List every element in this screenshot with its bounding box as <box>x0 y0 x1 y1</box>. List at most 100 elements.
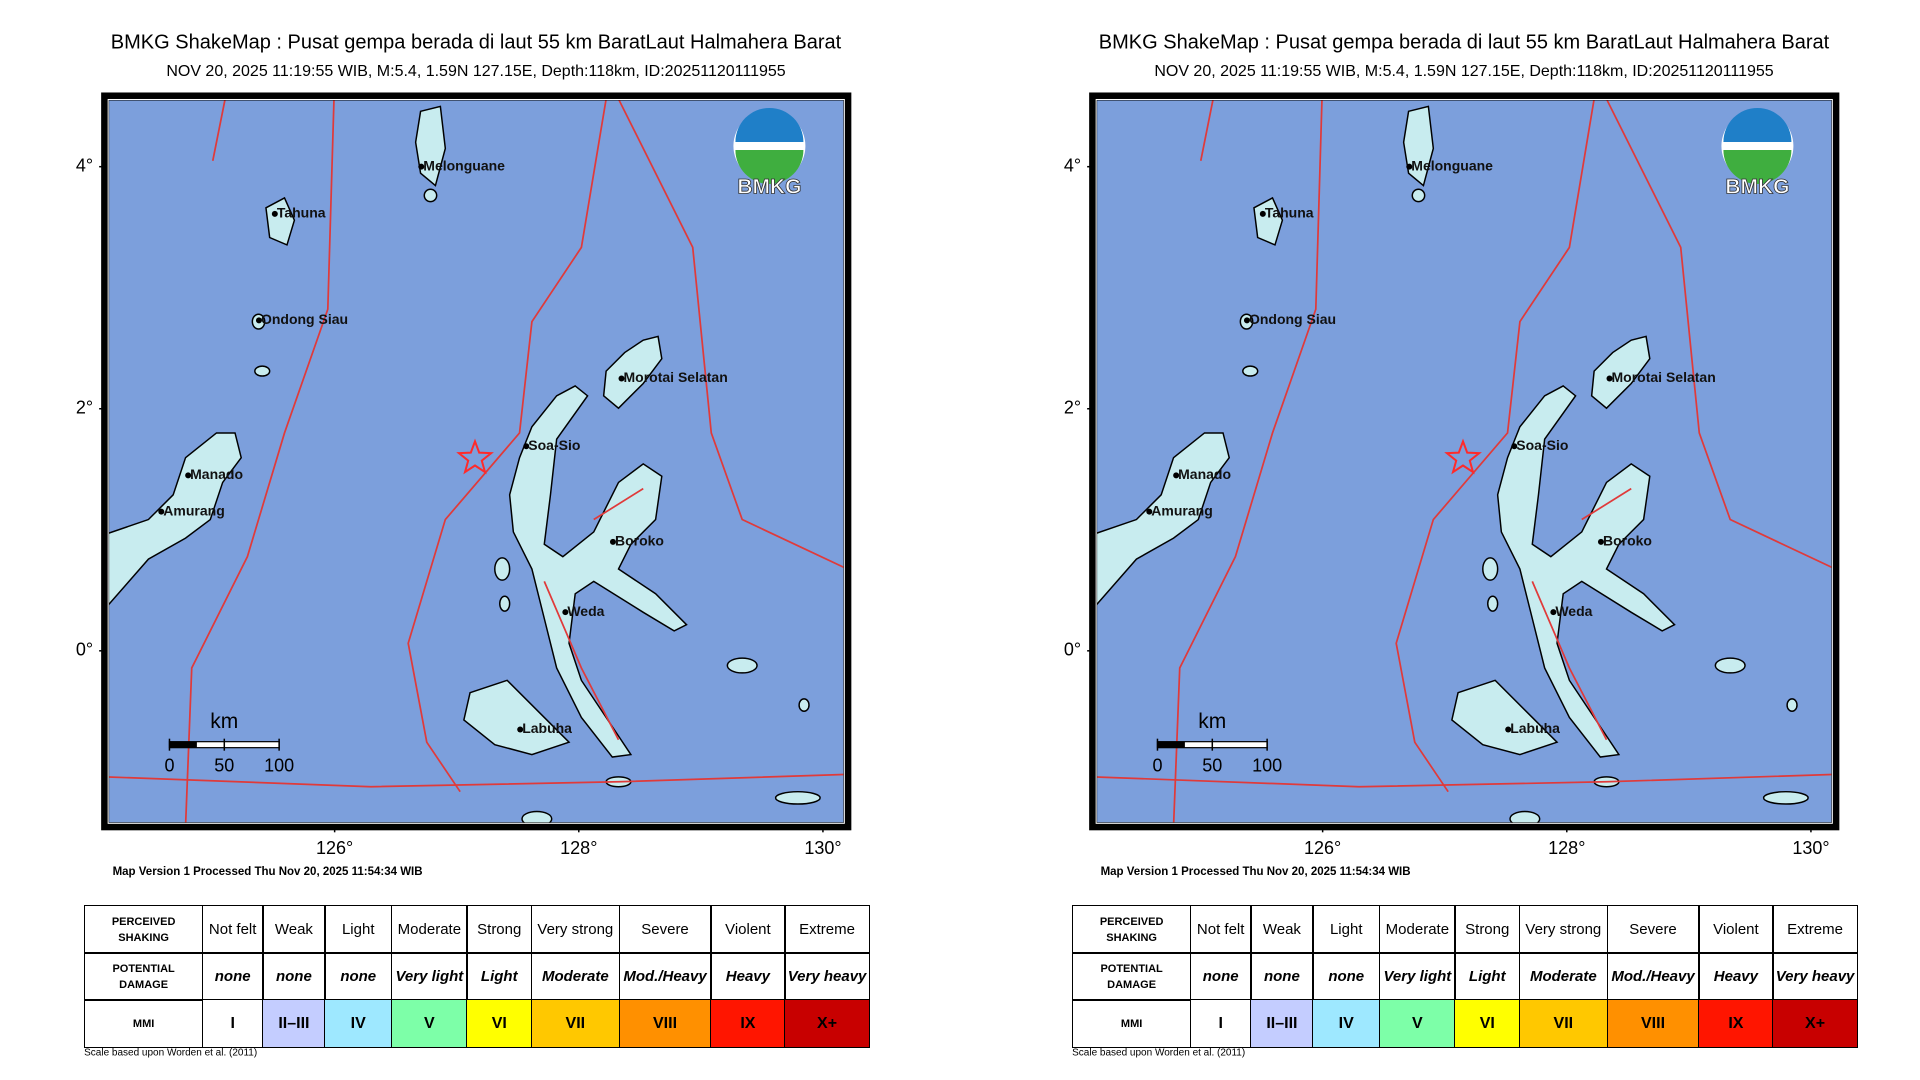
damage-cell: none <box>262 952 326 1001</box>
shaking-cell: Violent <box>710 905 786 954</box>
map-frame-inner <box>1095 98 1833 824</box>
place-label: Tahuna <box>1265 205 1314 221</box>
place-label: Melonguane <box>423 157 505 173</box>
shaking-cell: Strong <box>1454 905 1521 954</box>
scale-unit: km <box>1198 710 1226 733</box>
table-row-header: MMI <box>84 999 204 1048</box>
mmi-cell: VII <box>530 999 620 1048</box>
place-label: Amurang <box>1151 502 1212 518</box>
table-row-header: MMI <box>1072 999 1192 1048</box>
damage-cell: Mod./Heavy <box>618 952 712 1001</box>
x-tick-label: 130° <box>1792 838 1829 858</box>
damage-cell: Very heavy <box>784 952 870 1001</box>
mmi-cell: V <box>1378 999 1456 1048</box>
y-tick-label: 0° <box>76 640 93 660</box>
mmi-cell: IX <box>1698 999 1774 1048</box>
scale-bar-fill <box>169 741 197 748</box>
map-frame <box>1089 92 1840 831</box>
place-label: Morotai Selatan <box>624 369 728 385</box>
damage-cell: Light <box>1454 952 1521 1001</box>
map-subtitle: NOV 20, 2025 11:19:55 WIB, M:5.4, 1.59N … <box>166 63 785 80</box>
mmi-cell: II–III <box>1250 999 1314 1048</box>
mmi-cell: I <box>201 999 264 1048</box>
shaking-cell: Moderate <box>390 905 468 954</box>
logo-text: BMKG <box>1725 176 1789 199</box>
shaking-cell: Not felt <box>1189 905 1252 954</box>
place-dot <box>517 726 524 733</box>
scale-tick-label: 50 <box>214 755 234 775</box>
y-tick-label: 4° <box>1064 155 1081 175</box>
epicenter-star <box>456 438 494 475</box>
scale-tick-label: 0 <box>164 755 174 775</box>
place-label: Tahuna <box>277 205 326 221</box>
map-title: BMKG ShakeMap : Pusat gempa berada di la… <box>111 31 842 53</box>
place-dot <box>1173 472 1180 479</box>
place-dot <box>609 538 616 545</box>
damage-cell: Very heavy <box>1772 952 1858 1001</box>
place-label: Soa-Sio <box>528 437 580 453</box>
mmi-cell: VI <box>466 999 533 1048</box>
place-label: Amurang <box>163 502 224 518</box>
table-row-header: POTENTIAL DAMAGE <box>84 952 204 1001</box>
mmi-cell: V <box>390 999 468 1048</box>
logo-bottom <box>735 149 804 184</box>
scale-tick-label: 50 <box>1202 755 1222 775</box>
table-row-header: POTENTIAL DAMAGE <box>1072 952 1192 1001</box>
damage-cell: Moderate <box>1518 952 1608 1001</box>
shaking-cell: Not felt <box>201 905 264 954</box>
place-dot <box>1243 317 1250 324</box>
y-tick-label: 4° <box>76 155 93 175</box>
place-label: Weda <box>567 603 604 619</box>
x-tick-label: 130° <box>804 838 841 858</box>
shaking-cell: Light <box>324 905 393 954</box>
damage-cell: Very light <box>1378 952 1456 1001</box>
place-dot <box>185 472 192 479</box>
shaking-cell: Very strong <box>530 905 620 954</box>
place-dot <box>1505 726 1512 733</box>
place-dot <box>1511 443 1518 450</box>
mmi-cell: IX <box>710 999 786 1048</box>
damage-cell: none <box>201 952 264 1001</box>
map-frame <box>101 92 852 831</box>
processed-note: Map Version 1 Processed Thu Nov 20, 2025… <box>1101 866 1411 878</box>
place-dot <box>255 317 262 324</box>
place-dot <box>1406 163 1413 170</box>
mmi-cell: IV <box>324 999 393 1048</box>
shaking-cell: Very strong <box>1518 905 1608 954</box>
damage-cell: none <box>1312 952 1381 1001</box>
table-row-header: PERCEIVED SHAKING <box>84 905 204 954</box>
logo-bottom <box>1723 149 1792 184</box>
y-tick-label: 2° <box>76 398 93 418</box>
damage-cell: none <box>1250 952 1314 1001</box>
shaking-cell: Weak <box>262 905 326 954</box>
place-label: Soa-Sio <box>1516 437 1568 453</box>
damage-cell: Very light <box>390 952 468 1001</box>
place-label: Labuha <box>1510 720 1560 736</box>
place-label: Weda <box>1555 603 1592 619</box>
damage-cell: Heavy <box>1698 952 1774 1001</box>
mmi-cell: X+ <box>1772 999 1858 1048</box>
y-tick-label: 2° <box>1064 398 1081 418</box>
scale-tick-label: 0 <box>1152 755 1162 775</box>
logo-top <box>1723 107 1792 142</box>
footnote: Scale based upon Worden et al. (2011) <box>1072 1047 1245 1058</box>
mmi-cell: VIII <box>1606 999 1700 1048</box>
place-label: Ondong Siau <box>261 311 348 327</box>
place-dot <box>618 375 625 382</box>
place-dot <box>1259 210 1266 217</box>
place-label: Melonguane <box>1411 157 1493 173</box>
shakemap-panel: BMKG ShakeMap : Pusat gempa berada di la… <box>76 31 852 1058</box>
place-dot <box>1146 508 1153 515</box>
place-label: Ondong Siau <box>1249 311 1336 327</box>
place-label: Manado <box>190 466 243 482</box>
damage-cell: none <box>324 952 393 1001</box>
scale-tick-label: 100 <box>264 755 294 775</box>
damage-cell: Moderate <box>530 952 620 1001</box>
damage-cell: Heavy <box>710 952 786 1001</box>
shaking-cell: Weak <box>1250 905 1314 954</box>
shaking-cell: Extreme <box>1772 905 1858 954</box>
mmi-cell: II–III <box>262 999 326 1048</box>
scale-unit: km <box>210 710 238 733</box>
